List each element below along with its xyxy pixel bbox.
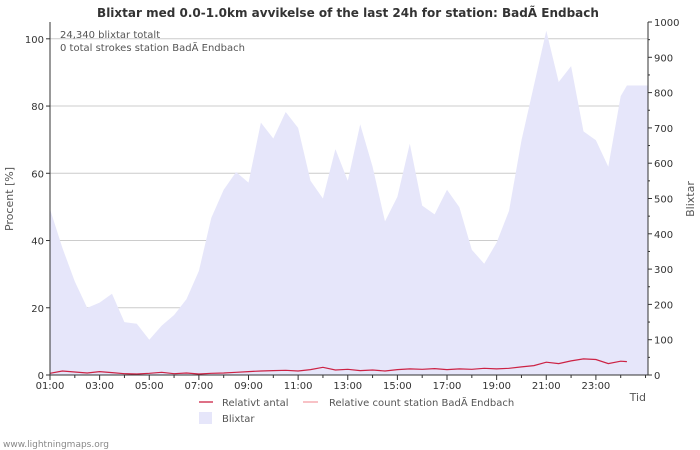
tick-label-right: 700 <box>654 124 673 135</box>
tick-label-x: 13:00 <box>333 381 362 392</box>
relativt-antal-line <box>49 358 627 375</box>
tick-label-right: 200 <box>654 300 673 311</box>
tick-label-x: 07:00 <box>184 381 213 392</box>
tick-label-x: 03:00 <box>85 381 114 392</box>
tick-label-right: 100 <box>654 336 673 347</box>
tick-label-right: 0 <box>654 371 660 382</box>
tick-label-x: 23:00 <box>581 381 610 392</box>
tick-label-left: 100 <box>25 35 44 46</box>
relativt-antal-line-layer <box>49 358 627 375</box>
tick-label-x: 11:00 <box>284 381 313 392</box>
tick-label-x: 21:00 <box>532 381 561 392</box>
x-axis-label: Tid <box>629 391 646 404</box>
tick-label-right: 400 <box>654 230 673 241</box>
info-total-station: 0 total strokes station BadÃ Endbach <box>60 41 245 54</box>
y-axis-right-label: Blixtar <box>684 181 697 217</box>
tick-label-left: 60 <box>31 169 44 180</box>
tick-label-x: 19:00 <box>482 381 511 392</box>
tick-label-x: 09:00 <box>234 381 263 392</box>
blixtar-area <box>50 30 648 376</box>
tick-label-left: 40 <box>31 237 44 248</box>
tick-label-right: 500 <box>654 195 673 206</box>
tick-label-left: 0 <box>38 371 44 382</box>
tick-label-x: 01:00 <box>36 381 65 392</box>
tick-label-right: 300 <box>654 265 673 276</box>
blixtar-area-layer <box>50 30 648 376</box>
tick-label-x: 15:00 <box>383 381 412 392</box>
tick-label-x: 05:00 <box>135 381 164 392</box>
watermark: www.lightningmaps.org <box>3 440 109 450</box>
tick-labels: 0204060801000100200300400500600700800900… <box>25 18 680 392</box>
tick-label-x: 17:00 <box>433 381 462 392</box>
legend-label-relative-count-station: Relative count station BadÃ Endbach <box>329 396 514 409</box>
chart-title: Blixtar med 0.0-1.0km avvikelse of the l… <box>97 5 599 20</box>
y-axis-left-label: Procent [%] <box>3 167 16 231</box>
axes <box>46 21 652 380</box>
info-total-blixtar: 24,340 blixtar totalt <box>60 30 160 41</box>
tick-label-right: 800 <box>654 89 673 100</box>
tick-label-left: 20 <box>31 304 44 315</box>
tick-label-right: 600 <box>654 159 673 170</box>
legend: Relativt antal Relative count station Ba… <box>199 396 514 425</box>
tick-label-right: 900 <box>654 53 673 64</box>
legend-swatch-blixtar <box>199 412 212 424</box>
legend-label-relativt-antal: Relativt antal <box>222 398 289 409</box>
legend-label-blixtar: Blixtar <box>222 414 255 425</box>
tick-label-right: 1000 <box>654 18 679 29</box>
tick-label-left: 80 <box>31 102 44 113</box>
